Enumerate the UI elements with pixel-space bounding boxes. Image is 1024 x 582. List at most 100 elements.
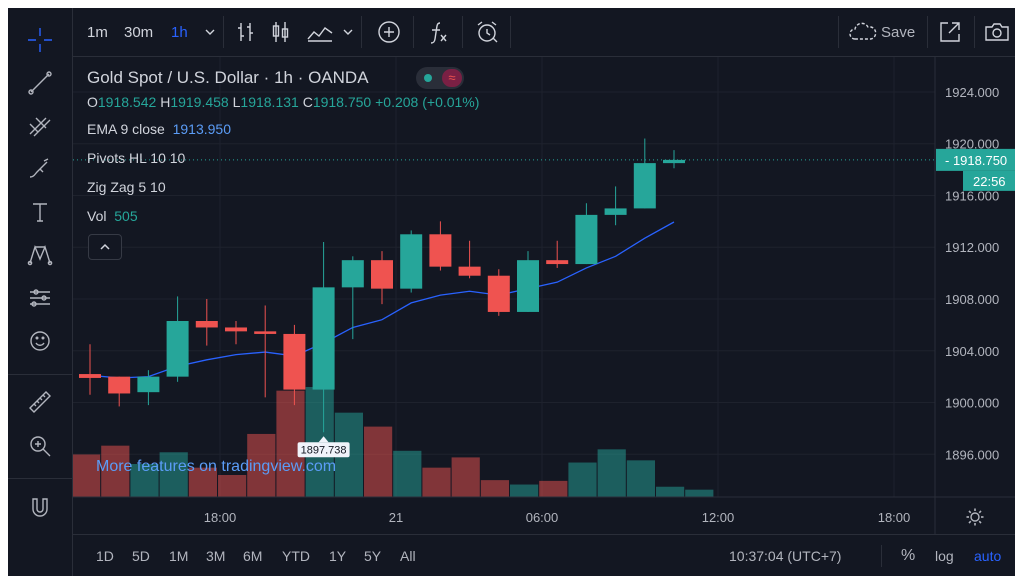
price-chart[interactable]: 1897.738 1924.000 1920.000 1916.000 1912.000… [73,57,1015,534]
indicator-ema[interactable]: EMA 9 close 1913.950 [87,121,231,137]
indicator-icon[interactable] [425,8,451,56]
app-frame: 1m 30m 1h [8,8,1015,576]
candle [254,305,277,398]
volume-bar [480,480,509,497]
magnet-icon[interactable] [8,490,72,526]
range-1m[interactable]: 1M [169,548,189,564]
countdown-badge [963,170,1015,191]
crosshair-icon[interactable] [8,22,72,58]
time-tick-label: 18:00 [204,510,237,525]
percent-scale-toggle[interactable]: % [901,547,916,564]
settings-icon-tooth [968,510,972,514]
fullscreen-icon[interactable] [937,8,963,56]
chart-type-chevron-down-icon[interactable] [341,8,355,56]
candle-style-icon[interactable] [268,8,294,56]
candle-body [166,321,189,377]
symbol-title: Gold Spot / U.S. Dollar · 1h · OANDA [87,68,369,88]
clock-timezone[interactable]: 10:37:04 (UTC+7) [729,548,842,564]
range-3m[interactable]: 3M [206,548,226,564]
emoji-icon[interactable] [8,323,72,359]
range-5d[interactable]: 5D [132,548,150,564]
indicator-pivots[interactable]: Pivots HL 10 10 [87,150,185,166]
candle-body [312,287,335,390]
candle [371,251,393,305]
indicator-zigzag[interactable]: Zig Zag 5 10 [87,179,166,195]
drawing-toolbar [8,8,73,576]
separator [223,16,224,48]
candle [633,138,656,209]
range-all[interactable]: All [400,548,416,564]
volume-bar [539,480,568,497]
area-style-icon[interactable] [305,8,335,56]
close-label: C [302,94,313,110]
candle-body [663,159,685,164]
candle [166,296,189,382]
volume-bar [73,454,101,497]
settings-icon-tooth [978,510,982,514]
fib-icon[interactable] [8,108,72,144]
candle-body [633,163,656,209]
settings-icon[interactable] [966,508,984,526]
candle-body [575,214,598,265]
range-5y[interactable]: 5Y [364,548,382,564]
log-scale-toggle[interactable]: log [935,548,954,564]
volume-bar [188,467,217,497]
text-icon[interactable] [8,194,72,230]
volume-bar [451,457,480,497]
range-ytd[interactable]: YTD [282,548,310,564]
time-tick-label: 06:00 [526,510,559,525]
candle-body [371,260,393,289]
camera-icon[interactable] [983,8,1011,56]
compare-add-icon[interactable] [376,8,402,56]
separator [974,16,975,48]
candle [458,240,481,279]
interval-1m[interactable]: 1m [87,23,108,41]
range-1y[interactable]: 1Y [329,548,347,564]
candle-body [225,327,247,332]
indicator-volume-name: Vol [87,208,107,224]
price-tick-label: 1912.000 [945,240,999,255]
ohlc-row: O1918.542 H1919.458 L1918.131 C1918.750 … [87,94,479,110]
save-cloud-icon[interactable] [847,8,879,56]
candle [546,240,569,268]
candle-body [254,331,277,334]
brush-icon[interactable] [8,151,72,187]
range-6m[interactable]: 6M [243,548,263,564]
price-tick-label: 1896.000 [945,447,999,462]
trend-line-icon[interactable] [8,65,72,101]
zoom-icon[interactable] [8,428,72,464]
separator [881,545,882,567]
watermark-link[interactable]: More features on tradingview.com [96,458,337,475]
legend-collapse-button[interactable] [88,234,122,260]
candle-body [604,208,627,215]
price-tick-label: 1916.000 [945,188,999,203]
candle [575,203,598,265]
volume-bar [422,467,451,497]
close-value: 1918.750 [312,94,372,110]
ruler-icon[interactable] [8,384,72,420]
volume-bar [597,449,626,497]
bottom-toolbar: 1D 5D 1M 3M 6M YTD 1Y 5Y All 10:37:04 (U… [73,534,1015,577]
alert-icon[interactable] [473,8,501,56]
auto-scale-toggle[interactable]: auto [974,548,1002,564]
market-status-badge[interactable]: ≈ [416,67,464,89]
open-value: 1918.542 [97,94,157,110]
forecast-icon[interactable] [8,280,72,316]
pattern-icon[interactable] [8,237,72,273]
indicator-volume[interactable]: Vol 505 [87,208,138,224]
settings-icon-tooth [968,520,972,524]
market-open-dot-icon [424,74,432,82]
interval-30m[interactable]: 30m [124,23,154,41]
range-1d[interactable]: 1D [96,548,114,564]
high-value: 1919.458 [170,94,229,110]
time-tick-label: 12:00 [702,510,735,525]
delay-wave-icon: ≈ [442,69,462,87]
pivot-pointer [318,436,329,443]
save-button[interactable]: Save [881,23,916,41]
toolbar-divider-2 [8,478,72,479]
interval-1h[interactable]: 1h [171,23,188,41]
interval-dropdown-chevron-down-icon[interactable] [203,8,217,56]
price-tick-label: 1900.000 [945,396,999,411]
low-label: L [232,94,241,110]
bar-style-icon[interactable] [233,8,259,56]
